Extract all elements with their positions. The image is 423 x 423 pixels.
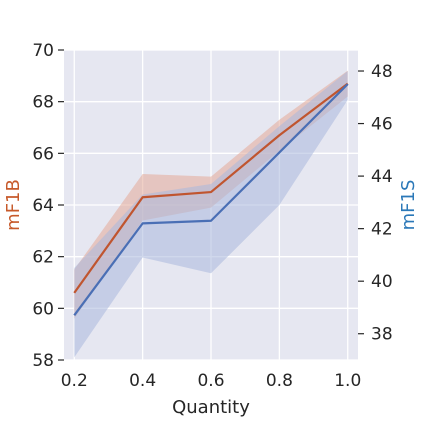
left-tick-label: 58: [32, 351, 54, 371]
left-tick-label: 60: [32, 299, 54, 319]
right-y-axis-label: mF1S: [398, 180, 419, 231]
confidence-band-mF1S: [74, 71, 348, 358]
series-line-mF1B: [73, 82, 349, 294]
confidence-bands: [74, 70, 348, 358]
right-tick-label: 40: [371, 272, 393, 292]
left-tick-label: 64: [32, 196, 54, 216]
series-lines: [73, 82, 349, 316]
x-tick-label: 1.0: [334, 371, 361, 391]
right-tick-label: 38: [371, 325, 393, 345]
right-tick-label: 42: [371, 220, 393, 240]
left-tick-label: 62: [32, 248, 54, 268]
x-tick-label: 0.4: [129, 371, 156, 391]
ticks: 0.2 0.4 0.6 0.8 1.0 58 60 62 64 66 68 70 38 40 42 44 46 4…: [32, 41, 392, 391]
x-tick-label: 0.8: [266, 371, 293, 391]
right-tick-label: 48: [371, 62, 393, 82]
left-tick-label: 68: [32, 93, 54, 113]
x-tick-label: 0.2: [61, 371, 88, 391]
x-axis-label: Quantity: [172, 397, 250, 418]
right-tick-label: 46: [371, 115, 393, 135]
left-tick-label: 66: [32, 144, 54, 164]
left-y-axis-label: mF1B: [3, 179, 24, 231]
x-tick-label: 0.6: [197, 371, 224, 391]
series-line-mF1S: [73, 83, 349, 316]
right-tick-label: 44: [371, 167, 393, 187]
left-tick-label: 70: [32, 41, 54, 61]
